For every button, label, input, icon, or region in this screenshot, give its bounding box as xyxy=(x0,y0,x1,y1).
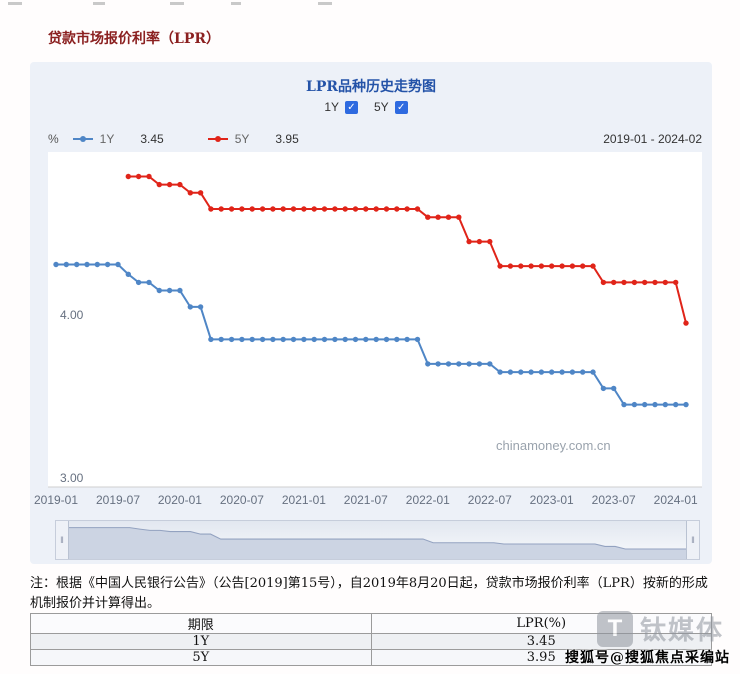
range-mini-svg xyxy=(69,527,686,559)
tmtpost-logo-icon: T xyxy=(597,610,633,647)
top-artifact-dash xyxy=(93,2,105,5)
range-selector[interactable]: ‖ ‖ xyxy=(55,520,700,560)
tmtpost-watermark: T 钛媒体 xyxy=(597,610,724,647)
legend-value-1y: 3.45 xyxy=(140,132,164,146)
footnote: 注：根据《中国人民银行公告》（公告[2019]第15号），自2019年8月20日… xyxy=(30,576,708,611)
checkbox-5y-label: 5Y xyxy=(374,100,389,114)
chart-panel: LPR品种历史走势图 1Y 5Y % 1Y 3.45 5Y 3.95 2019-… xyxy=(30,62,712,564)
svg-text:2023-01: 2023-01 xyxy=(530,493,574,507)
top-artifact-dash xyxy=(8,2,22,5)
tmtpost-logo-text: 钛媒体 xyxy=(640,616,725,646)
date-range-label: 2019-01 - 2024-02 xyxy=(603,132,702,146)
legend-line-1y-icon xyxy=(72,136,93,142)
svg-text:2021-07: 2021-07 xyxy=(344,493,388,507)
svg-text:2024-01: 2024-01 xyxy=(654,493,698,507)
svg-text:2020-07: 2020-07 xyxy=(220,493,264,507)
legend-value-5y: 3.95 xyxy=(275,132,299,146)
table-row: 5Y 3.95 xyxy=(30,649,712,666)
series-toggle-row: 1Y 5Y xyxy=(30,100,712,114)
checkbox-1y-checked-icon[interactable] xyxy=(345,100,358,114)
legend-item-5y[interactable]: 5Y 3.95 xyxy=(207,132,299,146)
top-artifact-dash xyxy=(170,2,184,5)
legend-label-1y: 1Y xyxy=(99,132,115,146)
svg-text:2019-07: 2019-07 xyxy=(96,493,140,507)
chart-title: LPR品种历史走势图 xyxy=(305,79,436,95)
range-mini-chart[interactable] xyxy=(69,521,686,559)
table-row: 1Y 3.45 xyxy=(30,633,712,650)
legend-line-5y-icon xyxy=(207,136,228,142)
page-title: 贷款市场报价利率（LPR） xyxy=(48,31,221,47)
svg-text:3.00: 3.00 xyxy=(60,471,84,485)
svg-text:2021-01: 2021-01 xyxy=(282,493,326,507)
svg-text:2020-01: 2020-01 xyxy=(158,493,202,507)
y-axis-unit: % xyxy=(48,132,59,146)
table-header-term: 期限 xyxy=(30,613,372,634)
top-artifact-dash xyxy=(231,2,241,5)
svg-text:2022-07: 2022-07 xyxy=(468,493,512,507)
checkbox-5y-checked-icon[interactable] xyxy=(394,100,408,114)
legend-row: % 1Y 3.45 5Y 3.95 2019-01 - 2024-02 xyxy=(48,132,702,146)
svg-text:2022-01: 2022-01 xyxy=(406,493,450,507)
lpr-chart-svg[interactable]: 4.00 3.00 2019-01 2019-07 2020-01 2020-07 2021… xyxy=(34,152,702,510)
legend-label-5y: 5Y xyxy=(234,132,250,146)
table-cell-term-5y: 5Y xyxy=(30,649,372,666)
checkbox-1y-label: 1Y xyxy=(324,100,339,114)
top-artifact-dash xyxy=(318,2,332,5)
range-handle-left-icon[interactable]: ‖ xyxy=(56,521,69,559)
svg-text:2019-01: 2019-01 xyxy=(34,493,78,507)
table-cell-value-5y: 3.95 xyxy=(370,649,712,666)
svg-text:4.00: 4.00 xyxy=(60,308,84,322)
sohu-watermark: 搜狐号@搜狐焦点采编站 xyxy=(565,650,730,666)
range-handle-right-icon[interactable]: ‖ xyxy=(686,521,699,559)
table-cell-term-1y: 1Y xyxy=(30,633,372,650)
svg-text:2023-07: 2023-07 xyxy=(592,493,636,507)
chinamoney-watermark: chinamoney.com.cn xyxy=(496,438,611,453)
legend-item-1y[interactable]: 1Y 3.45 xyxy=(72,132,164,146)
